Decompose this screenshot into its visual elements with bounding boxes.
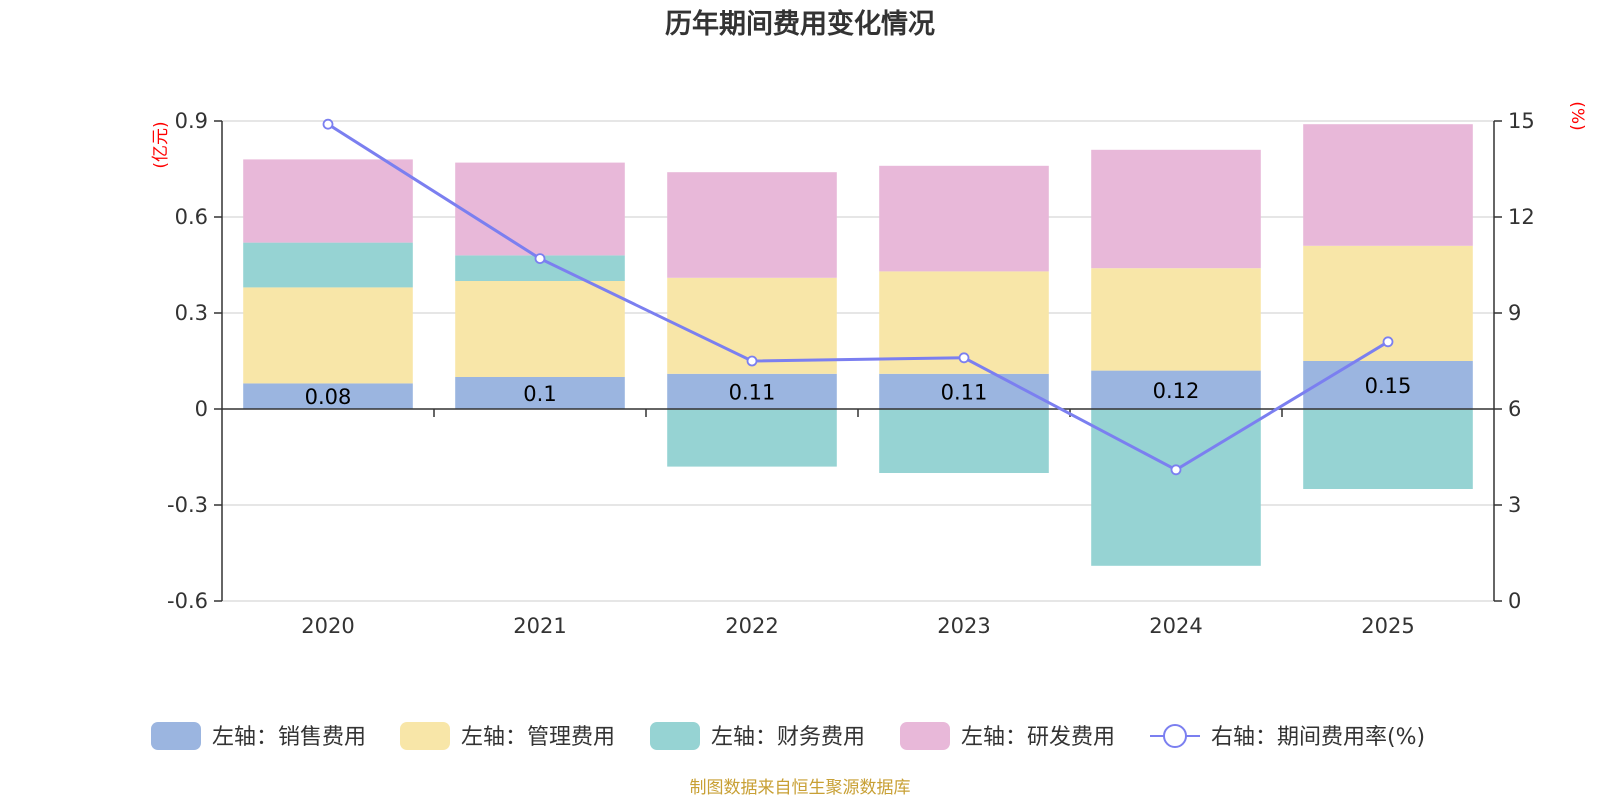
legend-label: 左轴：财务费用 bbox=[711, 725, 865, 750]
bar-segment-4 bbox=[1091, 149, 1261, 269]
bar-segment-1 bbox=[879, 373, 1049, 409]
chart-title: 历年期间费用变化情况 bbox=[665, 8, 935, 40]
line-point bbox=[322, 118, 334, 130]
right-tick-label: 9 bbox=[1508, 301, 1521, 325]
left-axis-unit: (亿元) bbox=[151, 121, 171, 168]
x-tick-label: 2022 bbox=[725, 614, 778, 638]
bar-segment-3 bbox=[243, 242, 413, 288]
line-point bbox=[1170, 464, 1182, 476]
bar-segment-3 bbox=[1303, 409, 1473, 489]
legend-item: 左轴：财务费用 bbox=[650, 722, 865, 750]
left-tick-label: 0 bbox=[195, 397, 208, 421]
bar-segment-2 bbox=[1091, 268, 1261, 371]
bar-data-label: 0.12 bbox=[1153, 379, 1200, 403]
legend-item: 左轴：管理费用 bbox=[400, 722, 615, 750]
legend-item: 右轴：期间费用率(%) bbox=[1150, 724, 1425, 750]
line-path bbox=[327, 122, 1389, 472]
legend-marker bbox=[1163, 724, 1187, 748]
grid-lines bbox=[222, 120, 1494, 602]
bar-segment-1 bbox=[455, 377, 625, 409]
legend-swatch bbox=[151, 722, 201, 750]
line-point bbox=[1382, 336, 1394, 348]
legend: 左轴：销售费用 左轴：管理费用 左轴：财务费用 左轴：研发费用 右轴：期间费用率(%) bbox=[151, 722, 1425, 750]
bar-segment-3 bbox=[879, 409, 1049, 473]
bar-segment-4 bbox=[879, 165, 1049, 272]
legend-label: 左轴：销售费用 bbox=[212, 725, 366, 750]
bar-segment-1 bbox=[1303, 361, 1473, 409]
bar-data-label: 0.15 bbox=[1365, 374, 1412, 398]
bar-segment-4 bbox=[1303, 124, 1473, 246]
expense-rate-line bbox=[322, 118, 1394, 476]
bar-segment-1 bbox=[667, 373, 837, 409]
line-point bbox=[534, 253, 546, 265]
bar-segment-4 bbox=[243, 159, 413, 243]
left-tick-label: -0.6 bbox=[167, 589, 208, 613]
bar-data-label: 0.11 bbox=[941, 380, 988, 404]
right-tick-label: 3 bbox=[1508, 493, 1521, 517]
legend-item: 左轴：研发费用 bbox=[900, 722, 1115, 750]
x-tick-label: 2023 bbox=[937, 614, 990, 638]
legend-label: 左轴：管理费用 bbox=[461, 725, 615, 750]
x-tick-label: 2024 bbox=[1149, 614, 1202, 638]
legend-swatch bbox=[650, 722, 700, 750]
axes: 0.9 0.6 0.3 0 -0.3 -0.6 15 12 9 6 3 0 2020 2021 2022 20… bbox=[167, 109, 1535, 638]
right-tick-label: 12 bbox=[1508, 205, 1535, 229]
source-note: 制图数据来自恒生聚源数据库 bbox=[690, 778, 911, 798]
line-point bbox=[958, 352, 970, 364]
legend-swatch bbox=[400, 722, 450, 750]
left-tick-label: 0.3 bbox=[175, 301, 208, 325]
line-point bbox=[746, 355, 758, 367]
right-axis-unit: (%) bbox=[1567, 101, 1587, 130]
bar-data-labels: 0.08 0.1 0.11 0.11 0.12 0.15 bbox=[305, 374, 1412, 409]
legend-swatch bbox=[900, 722, 950, 750]
right-tick-label: 15 bbox=[1508, 109, 1535, 133]
bars bbox=[243, 124, 1473, 566]
legend-label: 右轴：期间费用率(%) bbox=[1211, 725, 1425, 750]
x-tick-label: 2025 bbox=[1361, 614, 1414, 638]
legend-item: 左轴：销售费用 bbox=[151, 722, 366, 750]
bar-segment-1 bbox=[1091, 370, 1261, 409]
x-tick-label: 2020 bbox=[301, 614, 354, 638]
left-tick-label: 0.6 bbox=[175, 205, 208, 229]
bar-data-label: 0.1 bbox=[523, 382, 556, 406]
bar-data-label: 0.11 bbox=[729, 380, 776, 404]
bar-segment-4 bbox=[455, 162, 625, 256]
bar-segment-2 bbox=[455, 281, 625, 377]
right-tick-label: 6 bbox=[1508, 397, 1521, 421]
bar-segment-1 bbox=[243, 383, 413, 409]
bar-data-label: 0.08 bbox=[305, 385, 352, 409]
bar-segment-3 bbox=[667, 409, 837, 467]
right-tick-label: 0 bbox=[1508, 589, 1521, 613]
legend-label: 左轴：研发费用 bbox=[961, 725, 1115, 750]
left-tick-label: -0.3 bbox=[167, 493, 208, 517]
bar-segment-2 bbox=[243, 287, 413, 384]
left-tick-label: 0.9 bbox=[175, 109, 208, 133]
x-tick-label: 2021 bbox=[513, 614, 566, 638]
bar-segment-4 bbox=[667, 172, 837, 278]
